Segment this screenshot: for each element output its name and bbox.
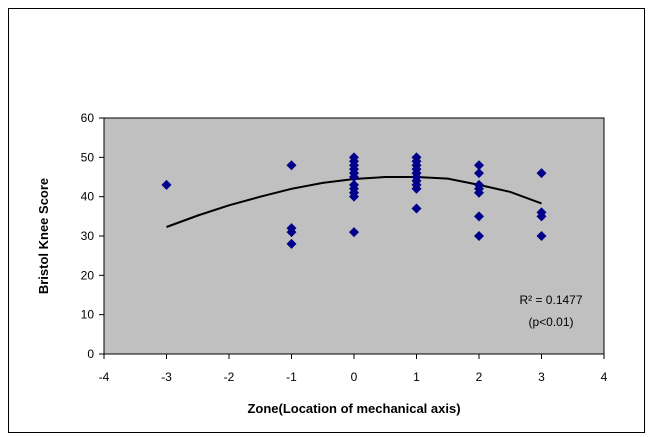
y-tick-label: 20 (81, 268, 95, 282)
data-point (474, 211, 484, 222)
y-tick-label: 30 (81, 229, 95, 243)
data-point (474, 187, 484, 198)
data-point (349, 172, 359, 182)
y-axis-ticks: 0 10 20 30 40 50 60 (81, 111, 104, 361)
x-tick-label: 3 (538, 370, 545, 384)
y-tick-label: 60 (81, 111, 95, 125)
data-point (536, 211, 547, 222)
x-tick-label: 1 (413, 370, 420, 384)
x-tick-label: 2 (476, 370, 483, 384)
p-value-annotation: (p<0.01) (528, 315, 573, 329)
data-point (161, 179, 172, 190)
y-tick-label: 10 (81, 308, 95, 322)
data-point (411, 183, 422, 194)
data-point (474, 160, 484, 171)
x-tick-label: -4 (99, 370, 110, 384)
data-point (536, 168, 547, 179)
x-tick-label: 0 (351, 370, 358, 384)
x-tick-label: 4 (601, 370, 608, 384)
y-tick-label: 0 (87, 347, 94, 361)
data-point (536, 231, 547, 241)
data-points (161, 152, 547, 249)
x-axis-title: Zone(Location of mechanical axis) (247, 401, 460, 416)
data-point (286, 227, 297, 238)
data-point (411, 203, 422, 214)
data-point (474, 231, 484, 241)
y-tick-label: 50 (81, 150, 95, 164)
x-tick-label: -3 (161, 370, 172, 384)
data-point (349, 227, 359, 238)
y-tick-label: 40 (81, 190, 95, 204)
data-point (286, 160, 297, 171)
data-point (474, 168, 484, 179)
x-tick-label: -1 (286, 370, 297, 384)
x-axis-ticks: -4 -3 -2 -1 0 1 2 3 4 (99, 354, 608, 384)
r-squared-annotation: R² = 0.1477 (519, 293, 582, 307)
y-axis-title: Bristol Knee Score (36, 178, 51, 294)
data-point (286, 238, 297, 249)
x-tick-label: -2 (224, 370, 235, 384)
data-point (349, 191, 359, 202)
